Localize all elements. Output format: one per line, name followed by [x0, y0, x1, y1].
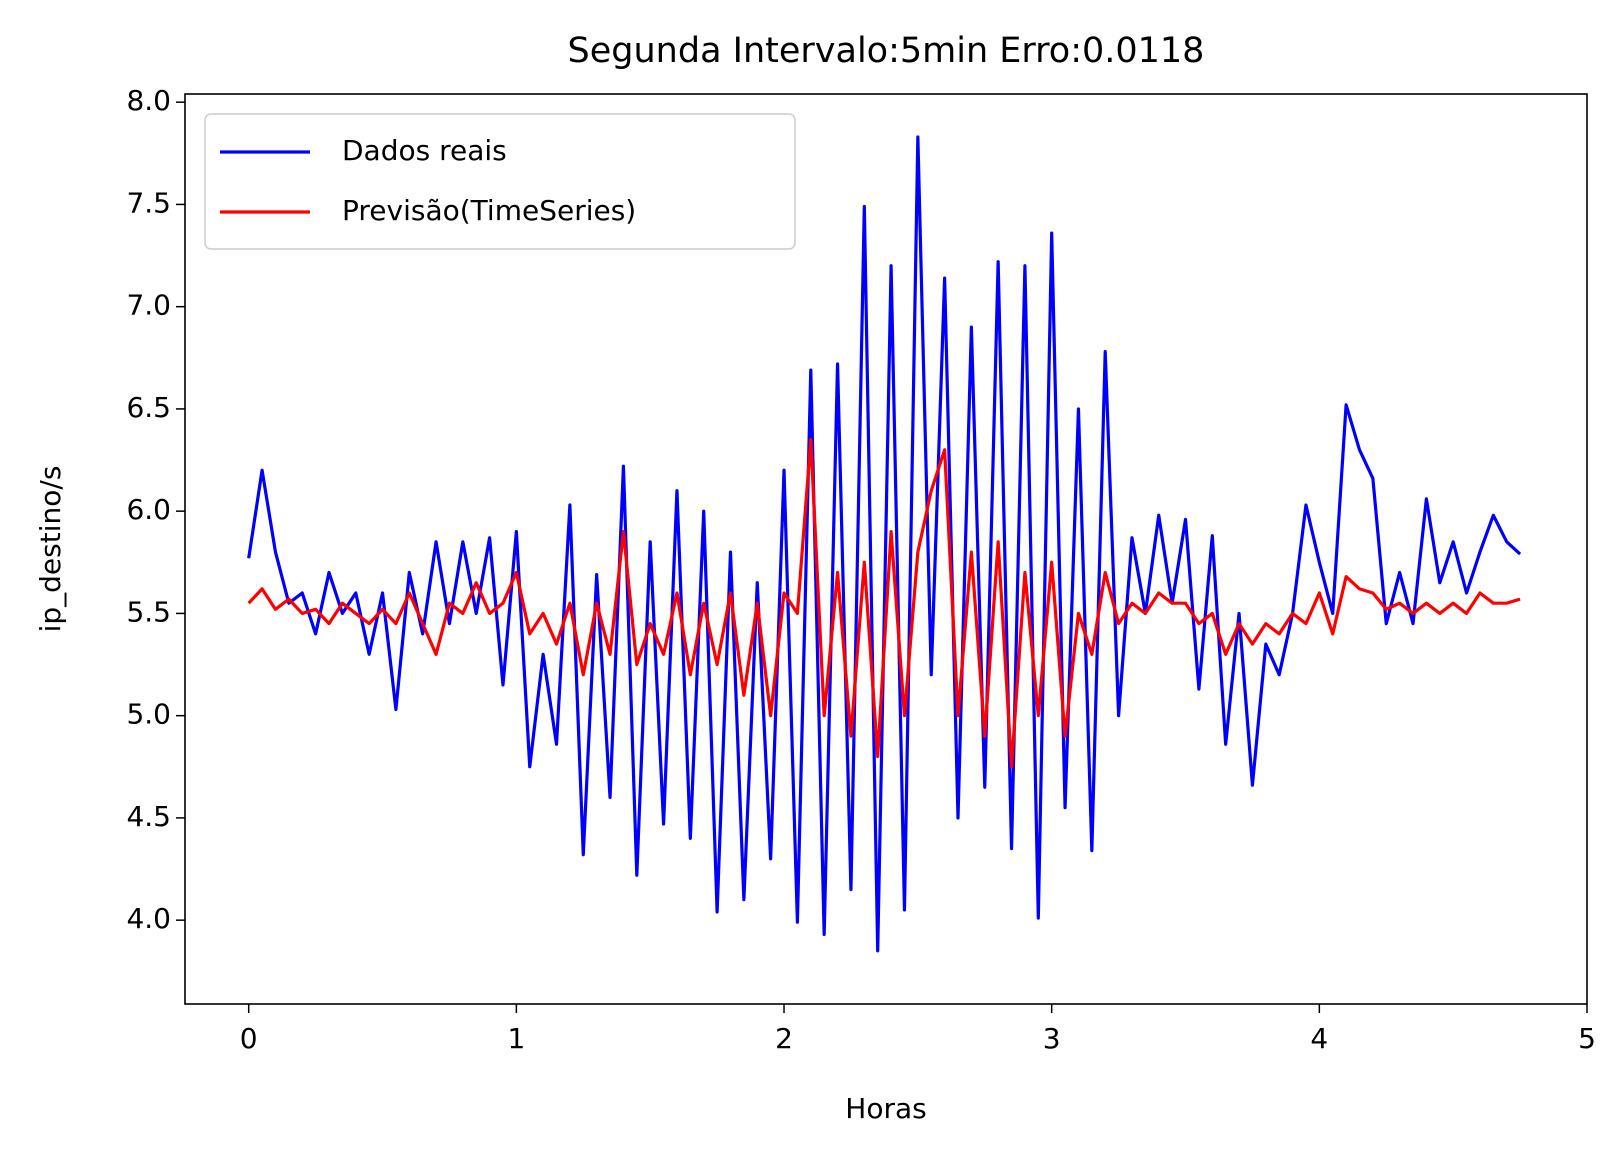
x-tick-label: 0 — [240, 1022, 258, 1055]
y-tick-label: 5.0 — [126, 698, 171, 731]
x-tick-label: 5 — [1578, 1022, 1596, 1055]
y-tick-label: 4.0 — [126, 902, 171, 935]
plot-frame — [184, 93, 1588, 1005]
y-tick-label: 4.5 — [126, 800, 171, 833]
series-line — [247, 135, 1522, 953]
y-tick-label: 8.0 — [126, 84, 171, 117]
y-tick-label: 6.5 — [126, 391, 171, 424]
series-line — [247, 438, 1521, 769]
chart-title: Segunda Intervalo:5min Erro:0.0118 — [568, 31, 1205, 71]
legend: Dados reais Previsão(TimeSeries) — [204, 113, 796, 250]
y-axis-label: ip_destino/s — [34, 466, 67, 633]
x-tick-label: 2 — [775, 1022, 793, 1055]
x-axis-label: Horas — [845, 1092, 926, 1125]
y-tick-label: 6.0 — [126, 493, 171, 526]
legend-label: Previsão(TimeSeries) — [342, 194, 636, 227]
y-tick-label: 7.0 — [126, 289, 171, 322]
y-tick-label: 7.5 — [126, 186, 171, 219]
y-tick-label: 5.5 — [126, 595, 171, 628]
x-tick-label: 4 — [1310, 1022, 1328, 1055]
legend-box — [204, 113, 796, 250]
x-tick-label: 3 — [1043, 1022, 1061, 1055]
x-tick-label: 1 — [507, 1022, 525, 1055]
legend-label: Dados reais — [342, 134, 507, 167]
